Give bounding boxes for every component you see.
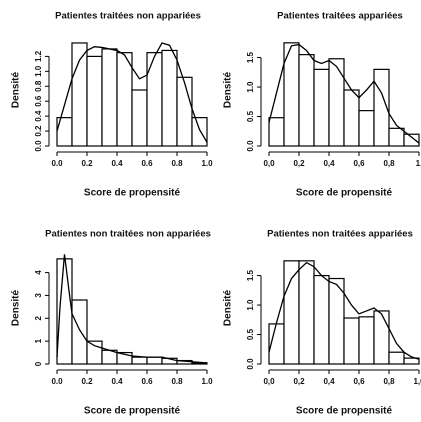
histogram-bar (161, 49, 178, 147)
y-tick-label: 0.0 (34, 140, 43, 152)
x-tick-label: 0.2 (81, 377, 93, 386)
y-tick-label: 0 (34, 361, 43, 366)
x-tick-label: 0.0 (51, 377, 63, 386)
histogram-bar (388, 351, 405, 365)
x-tick-label: 0.8 (171, 377, 183, 386)
x-tick-label: 0,2 (293, 377, 305, 386)
y-tick-label: 1.0 (246, 299, 255, 311)
histogram-bar (388, 127, 405, 147)
x-tick-label: 0,8 (383, 159, 395, 168)
histogram-bar (131, 356, 148, 365)
y-tick-label: 0.2 (34, 125, 43, 137)
histogram-bar (358, 110, 375, 147)
y-tick-label: 1.0 (34, 65, 43, 77)
y-tick-label: 1.5 (246, 269, 255, 281)
histogram-bar (313, 68, 330, 147)
x-tick-label: 0.6 (141, 377, 153, 386)
histogram-bar (313, 274, 330, 365)
x-tick-label: 1.0 (201, 159, 213, 168)
x-tick-label: 0,4 (323, 377, 335, 386)
x-tick-label: 0.6 (141, 159, 153, 168)
histogram-bar (343, 317, 360, 365)
panel-title: Patientes traitées appariées (277, 11, 403, 22)
x-tick-label: 1,0 (413, 377, 421, 386)
x-tick-label: 0,0 (263, 377, 275, 386)
y-tick-label: 3 (34, 293, 43, 298)
x-tick-label: 0,6 (353, 159, 365, 168)
x-tick-label: 0.8 (171, 159, 183, 168)
histogram-bar (403, 357, 420, 365)
x-tick-label: 0,0 (263, 159, 275, 168)
y-tick-label: 0.6 (34, 95, 43, 107)
histogram-bar (358, 316, 375, 365)
x-tick-label: 1, (416, 159, 421, 168)
y-tick-label: 0.5 (246, 110, 255, 122)
x-tick-label: 0,6 (353, 377, 365, 386)
histogram-bar (343, 89, 360, 147)
x-tick-label: 0,8 (383, 377, 395, 386)
histogram-bar (146, 356, 163, 365)
y-tick-label: 1 (34, 338, 43, 343)
density-curve (268, 43, 420, 144)
density-curve (268, 261, 420, 360)
x-tick-label: 0.2 (81, 159, 93, 168)
histogram-bar (86, 55, 103, 147)
x-tick-label: 0.0 (51, 159, 63, 168)
panel-title: Patientes non traitées appariées (267, 229, 413, 240)
histogram-bar (191, 117, 208, 147)
x-tick-label: 0.4 (111, 159, 123, 168)
y-tick-label: 0.4 (34, 110, 43, 122)
x-axis-label: Score de propensité (84, 188, 181, 199)
y-axis-label: Densité (223, 290, 234, 327)
histogram-bar (298, 54, 315, 147)
histogram-bar (373, 68, 390, 147)
y-tick-label: 0.5 (246, 328, 255, 340)
density-curve (56, 254, 208, 364)
x-tick-label: 0,4 (323, 159, 335, 168)
y-axis-label: Densité (11, 290, 22, 327)
x-axis-label: Score de propensité (296, 406, 393, 417)
y-tick-label: 0.0 (246, 140, 255, 152)
histogram-bar (298, 260, 315, 365)
histogram-bar (71, 299, 88, 365)
x-axis-label: Score de propensité (84, 406, 181, 417)
density-curve (56, 42, 208, 143)
y-tick-label: 4 (34, 270, 43, 275)
histogram-bar (373, 310, 390, 365)
y-axis-label: Densité (223, 72, 234, 109)
y-tick-label: 1.2 (34, 50, 43, 62)
panel-title: Patientes non traitées non appariées (45, 229, 211, 240)
histogram-bar (176, 76, 193, 147)
histogram-bar (328, 58, 345, 147)
x-axis-label: Score de propensité (296, 188, 393, 199)
histogram-bar (71, 42, 88, 147)
histogram-bar (131, 89, 148, 147)
histogram-bar (116, 52, 133, 147)
y-tick-label: 1.0 (246, 81, 255, 93)
histogram-bar (403, 133, 420, 147)
y-axis-label: Densité (11, 72, 22, 109)
histogram-bar (283, 260, 300, 365)
y-tick-label: 1.5 (246, 51, 255, 63)
x-tick-label: 0.4 (111, 377, 123, 386)
panel-title: Patientes traitées non appariées (55, 11, 201, 22)
x-tick-label: 0,2 (293, 159, 305, 168)
y-tick-label: 2 (34, 316, 43, 321)
histogram-bar (101, 48, 118, 147)
histogram-bar (146, 52, 163, 147)
histogram-bar (86, 340, 103, 365)
histogram-bar (268, 117, 285, 147)
y-tick-label: 0.0 (246, 358, 255, 370)
y-tick-label: 0.8 (34, 80, 43, 92)
x-tick-label: 1.0 (201, 377, 213, 386)
